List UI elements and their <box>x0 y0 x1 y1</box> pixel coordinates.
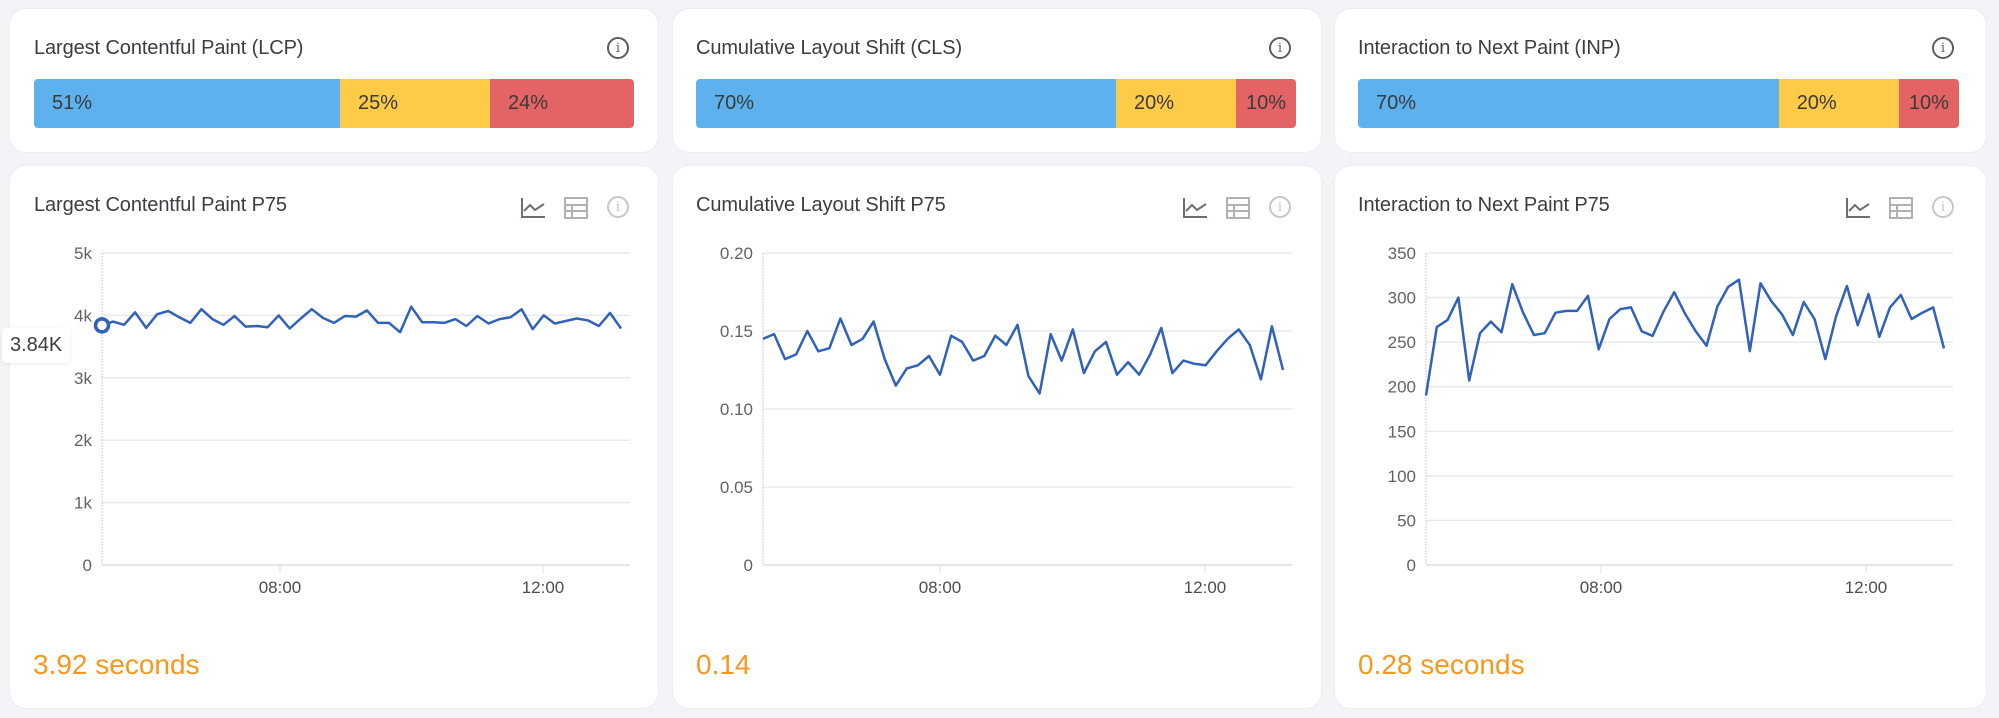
x-tick-label: 12:00 <box>1845 578 1888 597</box>
info-icon[interactable]: i <box>607 196 629 218</box>
line-chart-icon[interactable] <box>1845 196 1871 220</box>
table-icon[interactable] <box>1889 197 1913 219</box>
lcp-p75-card: Largest Contentful Paint P75 i 3.92 seco… <box>10 166 658 708</box>
card-title: Interaction to Next Paint (INP) <box>1358 37 1621 59</box>
y-tick-label: 100 <box>1388 467 1416 486</box>
segment-good: 51% <box>34 79 340 128</box>
y-tick-label: 2k <box>74 431 92 450</box>
y-tick-label: 3k <box>74 369 92 388</box>
y-tick-label: 150 <box>1388 422 1416 441</box>
x-tick-label: 08:00 <box>259 578 302 597</box>
y-tick-label: 4k <box>74 306 92 325</box>
hover-point-marker[interactable] <box>93 317 111 334</box>
y-tick-label: 350 <box>1388 244 1416 263</box>
metric-value: 3.92 seconds <box>33 649 200 680</box>
table-icon[interactable] <box>1226 197 1250 219</box>
info-icon[interactable]: i <box>1932 37 1954 59</box>
segment-needs: 20% <box>1778 79 1899 128</box>
y-tick-label: 0 <box>83 556 92 575</box>
info-icon[interactable]: i <box>607 37 629 59</box>
cls-summary-card: Cumulative Layout Shift (CLS) i 70% 20% 10… <box>673 9 1321 152</box>
y-tick-label: 5k <box>74 244 92 263</box>
y-tick-label: 0 <box>744 556 753 575</box>
y-tick-label: 250 <box>1388 333 1416 352</box>
data-line <box>1424 278 1946 396</box>
metric-value: 0.14 <box>696 649 751 680</box>
cls-p75-card: Cumulative Layout Shift P75 i 0.14 <box>673 166 1321 708</box>
distribution-bar: 51% 25% 24% <box>34 79 634 128</box>
segment-needs: 20% <box>1116 79 1236 128</box>
segment-good: 70% <box>1358 79 1779 128</box>
segment-poor: 24% <box>490 79 634 128</box>
card-title: Cumulative Layout Shift P75 <box>696 194 946 216</box>
x-tick-label: 12:00 <box>522 578 565 597</box>
segment-needs: 25% <box>340 79 490 128</box>
y-tick-label: 50 <box>1397 511 1416 530</box>
line-chart-icon[interactable] <box>520 196 546 220</box>
x-tick-label: 12:00 <box>1184 578 1227 597</box>
distribution-bar: 70% 20% 10% <box>1358 79 1959 128</box>
segment-poor: 10% <box>1898 79 1959 128</box>
y-tick-label: 200 <box>1388 378 1416 397</box>
data-line <box>762 317 1285 395</box>
y-tick-label: 0.05 <box>720 478 753 497</box>
y-tick-label: 0.20 <box>720 244 753 263</box>
metric-value: 0.28 seconds <box>1358 649 1525 680</box>
info-icon[interactable]: i <box>1932 196 1954 218</box>
info-icon[interactable]: i <box>1269 37 1291 59</box>
y-tick-label: 1k <box>74 494 92 513</box>
inp-summary-card: Interaction to Next Paint (INP) i 70% 20%… <box>1335 9 1986 152</box>
lcp-summary-card: Largest Contentful Paint (LCP) i 51% 25% 2… <box>10 9 658 152</box>
distribution-bar: 70% 20% 10% <box>696 79 1296 128</box>
y-tick-label: 0 <box>1407 556 1416 575</box>
data-line <box>101 305 623 334</box>
y-tick-label: 0.10 <box>720 400 753 419</box>
info-icon[interactable]: i <box>1269 196 1291 218</box>
y-tick-label: 300 <box>1388 289 1416 308</box>
y-tick-label: 0.15 <box>720 322 753 341</box>
x-tick-label: 08:00 <box>1580 578 1623 597</box>
card-title: Interaction to Next Paint P75 <box>1358 194 1610 216</box>
card-title: Largest Contentful Paint P75 <box>34 194 287 216</box>
card-title: Largest Contentful Paint (LCP) <box>34 37 304 59</box>
inp-p75-card: Interaction to Next Paint P75 i 0.28 sec… <box>1335 166 1986 708</box>
table-icon[interactable] <box>564 197 588 219</box>
hover-tooltip: 3.84K <box>2 328 71 363</box>
line-chart-icon[interactable] <box>1182 196 1208 220</box>
segment-good: 70% <box>696 79 1116 128</box>
segment-poor: 10% <box>1236 79 1296 128</box>
card-title: Cumulative Layout Shift (CLS) <box>696 37 963 59</box>
x-tick-label: 08:00 <box>919 578 962 597</box>
